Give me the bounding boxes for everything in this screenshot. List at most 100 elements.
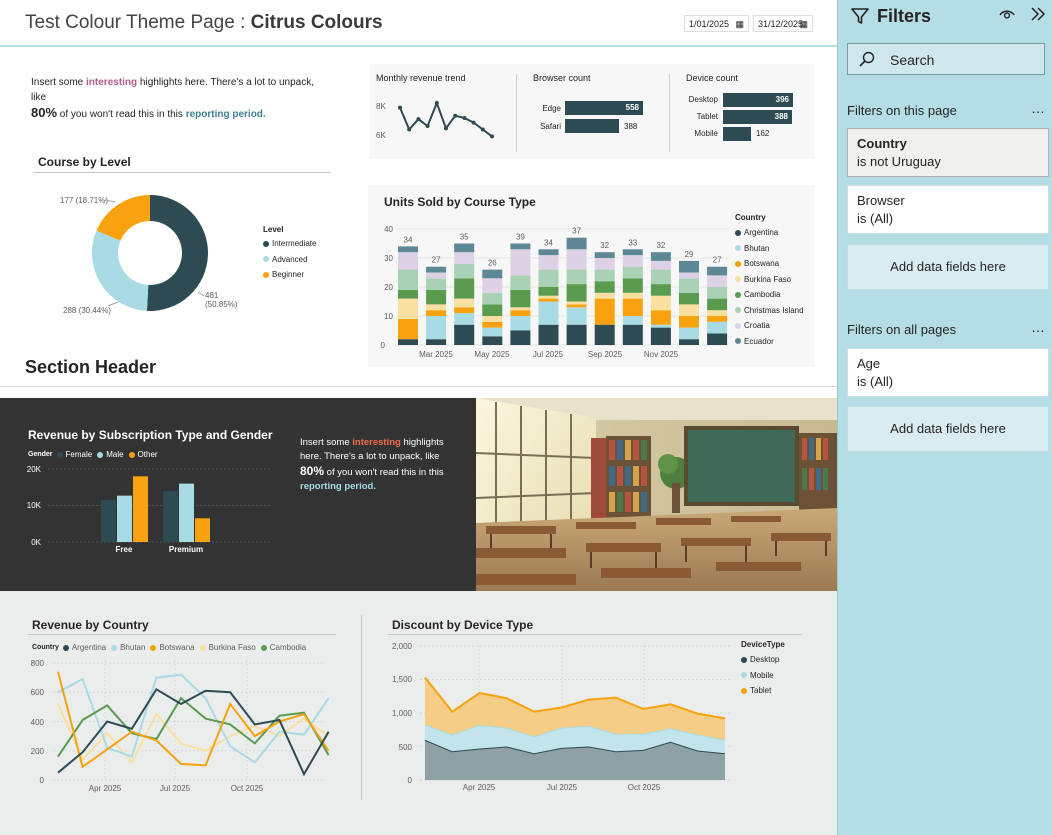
bar-row-safari[interactable]: Safari 388 — [530, 117, 660, 135]
stack-segment[interactable] — [566, 249, 587, 270]
bar-safari[interactable] — [565, 119, 619, 133]
stack-segment[interactable] — [650, 295, 671, 311]
stack-segment[interactable] — [510, 275, 531, 290]
more-options-icon[interactable]: … — [1031, 100, 1045, 116]
bar-edge[interactable]: 558 — [565, 101, 643, 115]
stack-segment[interactable] — [398, 339, 418, 345]
legend-item[interactable]: Tablet — [741, 683, 785, 699]
donut-slice-intermediate[interactable] — [146, 195, 209, 311]
stack-segment[interactable] — [707, 266, 728, 276]
stack-segment[interactable] — [426, 266, 447, 273]
line-bhutan[interactable] — [57, 673, 330, 764]
collapse-pane-icon[interactable] — [1029, 5, 1047, 23]
stack-segment[interactable] — [398, 289, 418, 299]
stack-segment[interactable] — [707, 316, 728, 322]
more-options-icon[interactable]: … — [1031, 319, 1045, 335]
legend-item[interactable]: Burkina Faso — [199, 643, 256, 652]
stack-segment[interactable] — [622, 298, 643, 316]
line-cambodia[interactable] — [57, 696, 330, 758]
revenue-point[interactable] — [480, 127, 485, 132]
stack-segment[interactable] — [538, 295, 559, 299]
add-data-fields-dropzone[interactable]: Add data fields here — [847, 244, 1049, 290]
stack-segment[interactable] — [482, 278, 503, 293]
stack-segment[interactable] — [622, 249, 643, 256]
stack-segment[interactable] — [538, 255, 559, 270]
filter-card-country[interactable]: Country is not Uruguay — [847, 128, 1049, 177]
legend-item[interactable]: Argentina — [735, 225, 804, 241]
stack-segment[interactable] — [650, 327, 671, 345]
stack-segment[interactable] — [594, 298, 615, 325]
bar-row-edge[interactable]: Edge 558 — [530, 99, 660, 117]
stack-segment[interactable] — [622, 292, 643, 299]
revenue-point[interactable] — [407, 127, 412, 132]
stack-segment[interactable] — [650, 252, 671, 261]
stack-segment[interactable] — [426, 310, 447, 316]
stack-segment[interactable] — [622, 278, 643, 293]
stack-segment[interactable] — [482, 336, 503, 345]
stack-segment[interactable] — [482, 316, 503, 322]
stack-segment[interactable] — [538, 249, 559, 256]
stack-segment[interactable] — [650, 324, 671, 328]
stack-segment[interactable] — [622, 255, 643, 267]
stack-segment[interactable] — [398, 246, 418, 253]
stack-segment[interactable] — [482, 321, 503, 328]
stack-segment[interactable] — [566, 307, 587, 325]
stack-segment[interactable] — [426, 272, 447, 279]
stack-segment[interactable] — [594, 252, 615, 258]
stack-segment[interactable] — [482, 304, 503, 316]
stack-segment[interactable] — [510, 330, 531, 346]
stack-segment[interactable] — [650, 269, 671, 285]
legend-item[interactable]: Botswana — [735, 256, 804, 272]
stack-segment[interactable] — [398, 318, 418, 340]
stack-segment[interactable] — [566, 301, 587, 305]
area-tablet[interactable] — [425, 677, 725, 740]
stack-segment[interactable] — [594, 258, 615, 270]
legend-item[interactable]: Male — [97, 450, 124, 459]
stack-segment[interactable] — [707, 287, 728, 299]
legend-item[interactable]: Argentina — [62, 643, 106, 652]
stack-segment[interactable] — [566, 284, 587, 302]
bar-premium-male[interactable] — [179, 483, 194, 542]
stack-segment[interactable] — [454, 263, 475, 279]
stack-segment[interactable] — [398, 269, 418, 290]
stack-segment[interactable] — [622, 316, 643, 325]
area-line-tablet[interactable] — [424, 676, 726, 720]
legend-item[interactable]: Bhutan — [735, 241, 804, 257]
stack-segment[interactable] — [622, 266, 643, 279]
stack-segment[interactable] — [510, 243, 531, 250]
stack-segment[interactable] — [398, 298, 418, 319]
stack-segment[interactable] — [510, 249, 531, 276]
stack-segment[interactable] — [679, 304, 699, 316]
stack-segment[interactable] — [482, 292, 503, 305]
stack-segment[interactable] — [454, 278, 475, 299]
date-start-input[interactable]: 1/01/2025 ▦ — [684, 15, 749, 32]
legend-item[interactable]: Female — [56, 450, 92, 459]
revenue-point[interactable] — [444, 126, 448, 131]
add-data-fields-dropzone[interactable]: Add data fields here — [847, 406, 1049, 452]
line-botswana[interactable] — [57, 671, 330, 769]
bar-row-tablet[interactable]: Tablet 388 — [682, 108, 812, 125]
donut-slice-advanced[interactable] — [92, 230, 149, 311]
bar-tablet[interactable]: 388 — [723, 109, 792, 124]
legend-item[interactable]: Intermediate — [263, 236, 316, 252]
stack-segment[interactable] — [538, 269, 559, 287]
revenue-point[interactable] — [453, 113, 458, 118]
stack-segment[interactable] — [707, 298, 728, 311]
legend-item[interactable]: Bhutan — [111, 643, 145, 652]
stack-segment[interactable] — [707, 333, 728, 345]
bar-desktop[interactable]: 396 — [723, 92, 793, 107]
legend-item[interactable]: Desktop — [741, 652, 785, 668]
legend-item[interactable]: Christmas Island — [735, 303, 804, 319]
bar-free-other[interactable] — [133, 476, 148, 542]
bar-premium-other[interactable] — [195, 518, 210, 542]
revenue-line[interactable] — [399, 100, 493, 138]
stack-segment[interactable] — [679, 278, 699, 293]
bar-mobile[interactable] — [723, 126, 751, 141]
legend-item[interactable]: Mobile — [741, 668, 785, 684]
stack-segment[interactable] — [707, 321, 728, 334]
stack-segment[interactable] — [566, 237, 587, 250]
stack-segment[interactable] — [679, 339, 699, 345]
stack-segment[interactable] — [482, 269, 503, 279]
stack-segment[interactable] — [679, 316, 699, 328]
calendar-icon[interactable]: ▦ — [735, 19, 744, 29]
